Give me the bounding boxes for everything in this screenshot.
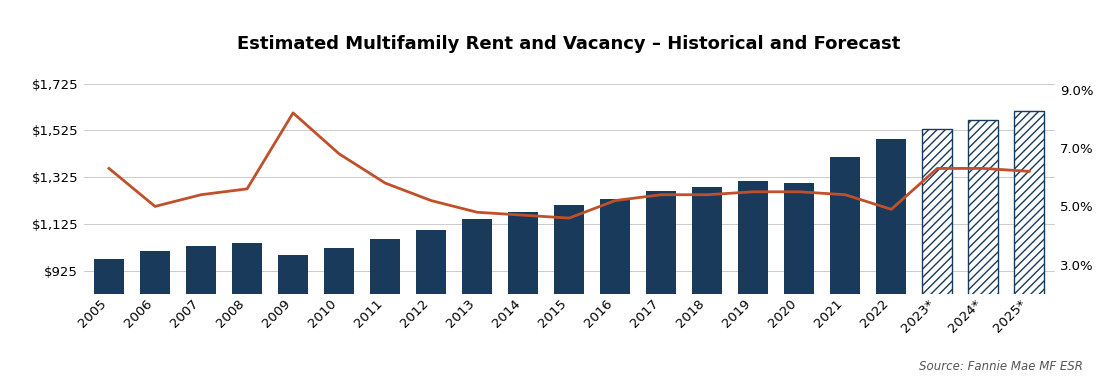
- Bar: [692, 187, 722, 377]
- Bar: [508, 212, 538, 377]
- Bar: [232, 243, 262, 377]
- Bar: [555, 205, 584, 377]
- Bar: [830, 157, 860, 377]
- Bar: [785, 183, 815, 377]
- Bar: [416, 230, 446, 377]
- Bar: [876, 139, 906, 377]
- Bar: [922, 129, 952, 377]
- Bar: [462, 219, 492, 377]
- Bar: [1014, 110, 1045, 377]
- Bar: [600, 199, 631, 377]
- Bar: [739, 181, 768, 377]
- Bar: [646, 191, 676, 377]
- Bar: [278, 256, 308, 377]
- Bar: [324, 248, 354, 377]
- Bar: [94, 259, 124, 377]
- Bar: [371, 239, 400, 377]
- Bar: [186, 246, 217, 377]
- Text: Source: Fannie Mae MF ESR: Source: Fannie Mae MF ESR: [918, 360, 1083, 373]
- Bar: [141, 251, 170, 377]
- Title: Estimated Multifamily Rent and Vacancy – Historical and Forecast: Estimated Multifamily Rent and Vacancy –…: [238, 35, 901, 53]
- Bar: [969, 120, 998, 377]
